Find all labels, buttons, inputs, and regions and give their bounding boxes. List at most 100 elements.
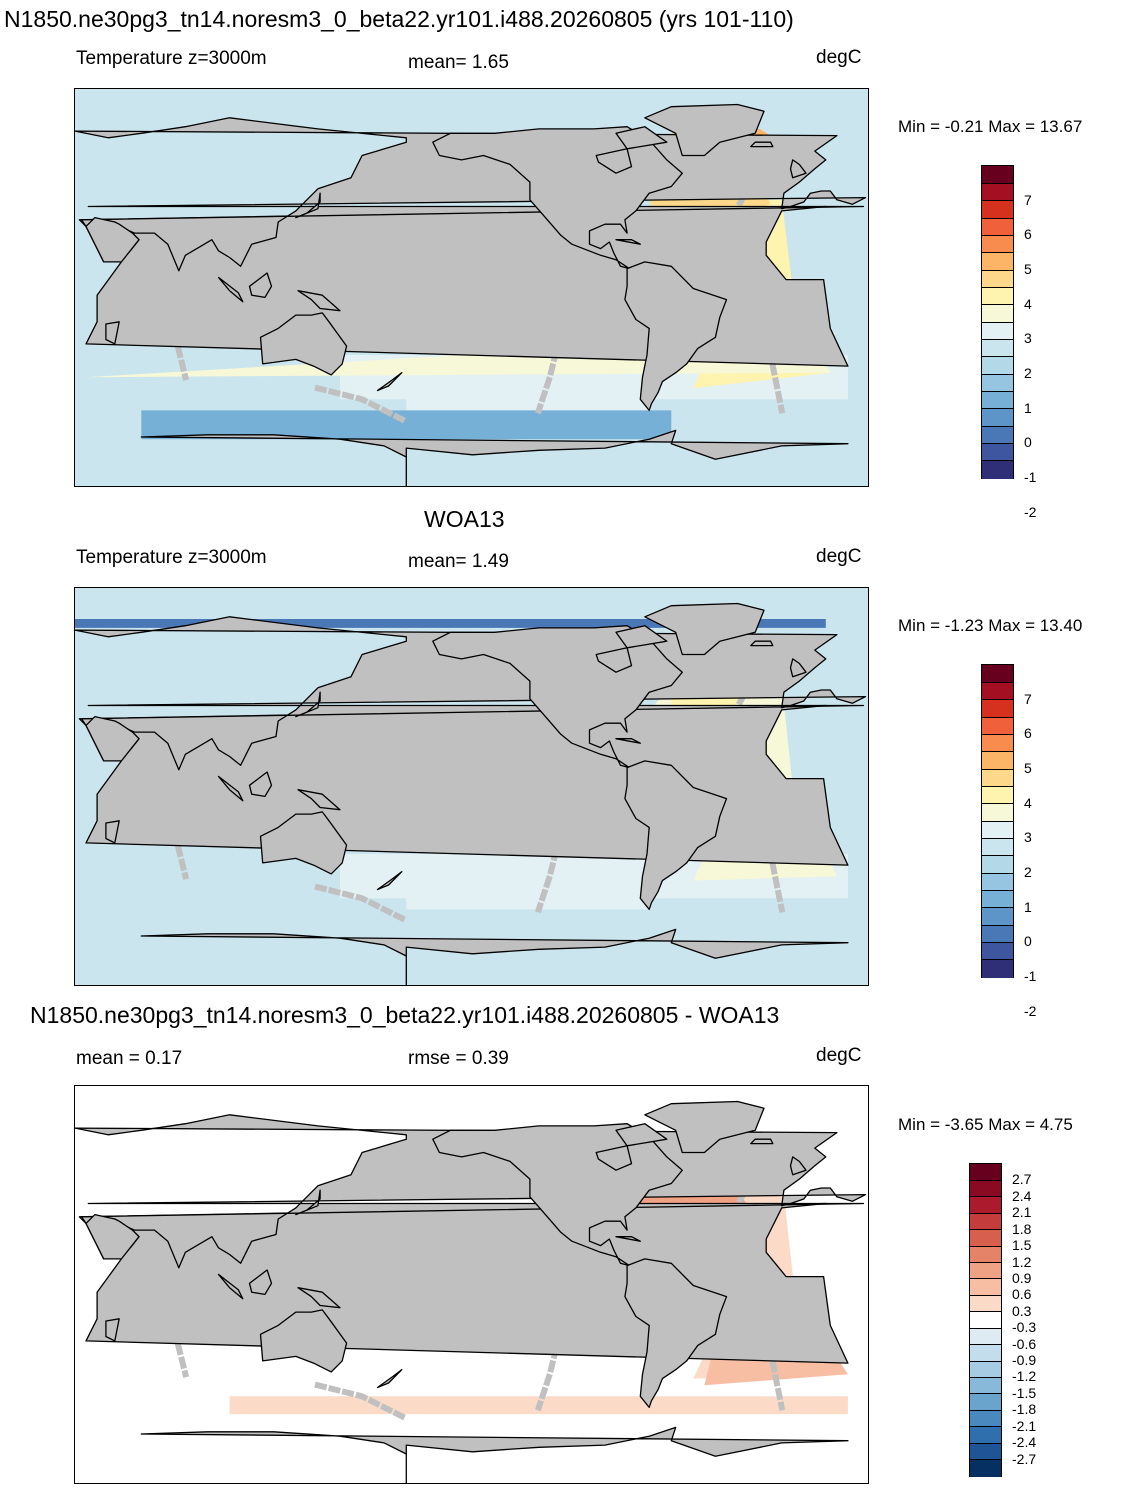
colorbar-separator [970, 1393, 1001, 1395]
landmass-arabia_fill [85, 216, 140, 263]
landmass-newguinea [297, 290, 341, 312]
landmass-south_america [624, 261, 728, 412]
colorbar-swatch [982, 322, 1013, 340]
colorbar-swatch [982, 890, 1013, 909]
panel-1-map [74, 88, 869, 487]
panel-3-colorbar [969, 1163, 1002, 1477]
landmass-sumatra [217, 276, 244, 303]
ridge-mask [314, 384, 411, 426]
panel-2-mean-label: mean= 1.49 [408, 551, 509, 572]
landmass-antarctica [140, 1426, 849, 1483]
colorbar-tick-label: 0 [1024, 933, 1032, 950]
colorbar-separator [982, 837, 1013, 839]
colorbar-swatch [982, 391, 1013, 410]
colorbar-separator [982, 681, 1013, 683]
colorbar-tick-label: -2 [1024, 1002, 1037, 1019]
colorbar-separator [970, 1229, 1001, 1231]
landmass-uk [789, 1156, 807, 1176]
colorbar-separator [982, 304, 1013, 306]
colorbar-swatch [982, 734, 1013, 753]
panel-3-unit-label: degC [816, 1045, 862, 1066]
colorbar-separator [970, 1294, 1001, 1296]
colorbar-swatch [982, 821, 1013, 839]
landmass-madagascar [105, 820, 120, 844]
colorbar-separator [970, 1442, 1001, 1444]
landmass-hudson [595, 1145, 633, 1171]
colorbar-tick-label: 0.9 [1012, 1269, 1032, 1286]
landmass-iceland [750, 141, 774, 148]
colorbar-tick-label: 1 [1024, 898, 1032, 915]
colorbar-separator [982, 768, 1013, 770]
colorbar-separator [982, 390, 1013, 392]
colorbar-swatch [970, 1426, 1001, 1444]
colorbar-swatch [982, 838, 1013, 857]
landmass-baffin [615, 1123, 668, 1147]
landmass-greenland [644, 1100, 765, 1154]
landmass-nz [376, 372, 403, 392]
colorbar-tick-label: 3 [1024, 330, 1032, 347]
colorbar-tick-label: -1.5 [1012, 1384, 1037, 1401]
panel-2-title: WOA13 [424, 506, 505, 532]
panel-2-unit-label: degC [816, 546, 862, 567]
colorbar-swatch [982, 218, 1013, 236]
colorbar-separator [982, 286, 1013, 288]
colorbar-swatch [982, 304, 1013, 323]
colorbar-separator [982, 716, 1013, 718]
landmass-cuba [615, 1236, 641, 1242]
landmass-cuba [615, 738, 641, 744]
landmass-greenland [644, 103, 765, 157]
ridge-mask [314, 1381, 411, 1423]
landmass-australia [259, 312, 348, 376]
colorbar-tick-label: 0.3 [1012, 1302, 1032, 1319]
panel-2-minmax: Min = -1.23 Max = 13.40 [898, 616, 1083, 635]
colorbar-separator [982, 338, 1013, 340]
colorbar-separator [982, 699, 1013, 701]
colorbar-swatch [982, 460, 1013, 479]
colorbar-separator [982, 269, 1013, 271]
colorbar-swatch [970, 1262, 1001, 1280]
landmass-greenland [644, 602, 765, 656]
colorbar-swatch [982, 803, 1013, 822]
panel-1-title: N1850.ne30pg3_tn14.noresm3_0_beta22.yr10… [4, 6, 794, 32]
colorbar-swatch [982, 252, 1013, 271]
colorbar-tick-label: 7 [1024, 191, 1032, 208]
colorbar-separator [982, 872, 1013, 874]
world-map-svg [75, 588, 868, 985]
colorbar-separator [982, 941, 1013, 943]
colorbar-tick-label: 2.7 [1012, 1171, 1032, 1188]
panel-3-minmax: Min = -3.65 Max = 4.75 [898, 1115, 1073, 1134]
colorbar-swatch [970, 1295, 1001, 1313]
landmass-nz [376, 871, 403, 891]
colorbar-swatch [970, 1180, 1001, 1198]
colorbar-tick-label: 5 [1024, 760, 1032, 776]
colorbar-swatch [982, 200, 1013, 219]
panel-1-colorbar [981, 165, 1014, 479]
colorbar-separator [982, 751, 1013, 753]
colorbar-separator [982, 252, 1013, 254]
landmass-antarctica [140, 928, 849, 985]
colorbar-swatch [970, 1213, 1001, 1231]
landmass-arabia_fill [85, 715, 140, 762]
colorbar-tick-label: 2.4 [1012, 1187, 1032, 1204]
landmass-cuba [615, 239, 641, 245]
panel-2-map [74, 587, 869, 986]
colorbar-swatch [982, 235, 1013, 254]
colorbar-swatch [970, 1246, 1001, 1264]
world-map-svg [75, 1086, 868, 1483]
colorbar-separator [982, 182, 1013, 184]
colorbar-swatch [970, 1459, 1001, 1477]
panel-2-field-label: Temperature z=3000m [76, 547, 267, 568]
colorbar-swatch [970, 1393, 1001, 1411]
colorbar-swatch [970, 1278, 1001, 1296]
panel-3-rmse-label: rmse = 0.39 [408, 1048, 509, 1069]
colorbar-tick-label: 2 [1024, 365, 1032, 381]
landmass-borneo [248, 771, 273, 798]
colorbar-swatch [982, 166, 1013, 184]
landmass-nz [376, 1369, 403, 1389]
colorbar-swatch [982, 408, 1013, 427]
colorbar-separator [970, 1245, 1001, 1247]
colorbar-swatch [982, 751, 1013, 770]
landmass-uk [789, 159, 807, 179]
colorbar-swatch [970, 1164, 1001, 1181]
colorbar-tick-label: 1.5 [1012, 1237, 1032, 1254]
